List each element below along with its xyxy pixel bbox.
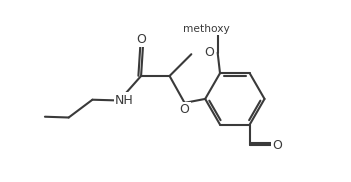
Text: O: O — [180, 103, 190, 116]
Text: O: O — [272, 139, 282, 152]
Text: O: O — [204, 46, 214, 59]
Text: O: O — [136, 33, 146, 46]
Text: NH: NH — [115, 94, 133, 107]
Text: methoxy: methoxy — [183, 24, 230, 34]
